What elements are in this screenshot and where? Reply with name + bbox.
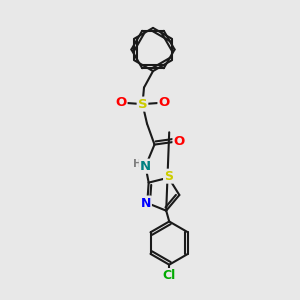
Text: O: O [158, 96, 170, 109]
Text: N: N [140, 160, 151, 173]
Text: O: O [115, 96, 127, 109]
Text: S: S [138, 98, 147, 111]
Text: H: H [133, 159, 142, 169]
Text: O: O [173, 135, 185, 148]
Text: S: S [164, 170, 173, 183]
Text: Cl: Cl [163, 269, 176, 282]
Text: N: N [141, 196, 151, 209]
